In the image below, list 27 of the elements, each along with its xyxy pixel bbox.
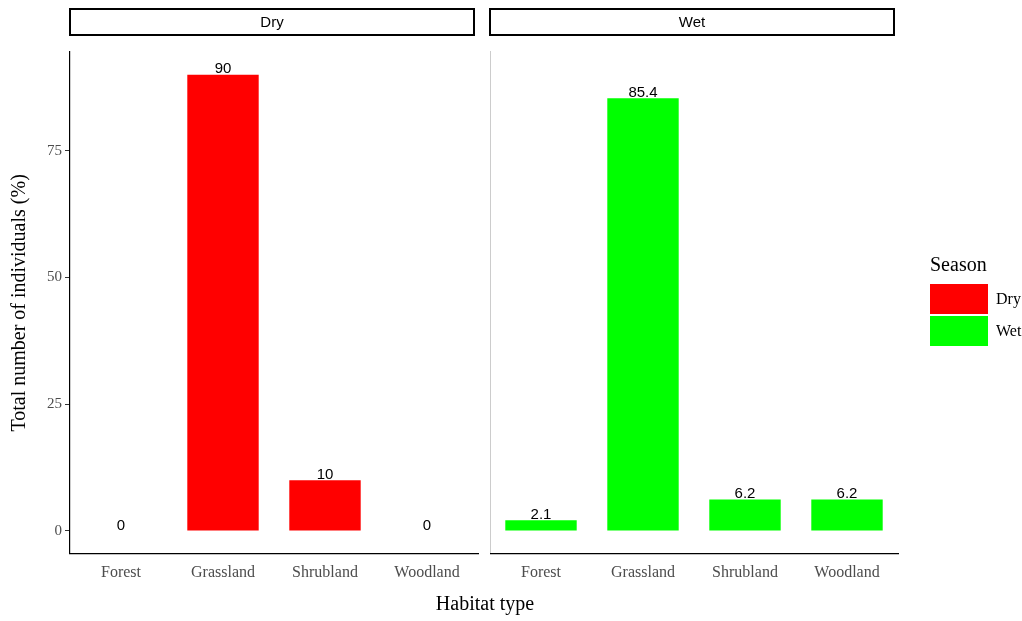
x-tick-label: Shrubland <box>712 562 778 580</box>
legend-title: Season <box>930 253 988 276</box>
data-label: 10 <box>316 464 334 482</box>
x-tick-label: Shrubland <box>292 562 358 580</box>
data-label: 0 <box>116 515 126 533</box>
y-axis-title: Total number of individuals (%) <box>7 174 31 432</box>
data-label: 6.2 <box>836 484 858 502</box>
data-label: 85.4 <box>628 82 658 100</box>
x-tick-label: Forest <box>521 562 562 580</box>
legend-label: Wet <box>996 322 1022 340</box>
x-tick-label: Grassland <box>191 562 255 580</box>
chart-title: Dry <box>69 8 475 36</box>
y-tick-label: 50 <box>47 268 62 285</box>
x-tick-label: Woodland <box>394 562 460 580</box>
legend-label: Dry <box>996 290 1021 308</box>
data-label: 0 <box>422 515 432 533</box>
x-tick-label: Forest <box>101 562 142 580</box>
chart-title: Wet <box>489 8 895 36</box>
data-label: 6.2 <box>734 484 756 502</box>
x-tick-label: Grassland <box>611 562 675 580</box>
y-tick-label: 75 <box>47 141 62 158</box>
y-tick-label: 25 <box>47 395 62 412</box>
x-tick-label: Woodland <box>814 562 880 580</box>
data-label: 90 <box>214 59 232 77</box>
data-label: 2.1 <box>530 504 552 522</box>
y-tick-label: 0 <box>54 521 62 538</box>
x-axis-title: Habitat type <box>434 592 536 615</box>
